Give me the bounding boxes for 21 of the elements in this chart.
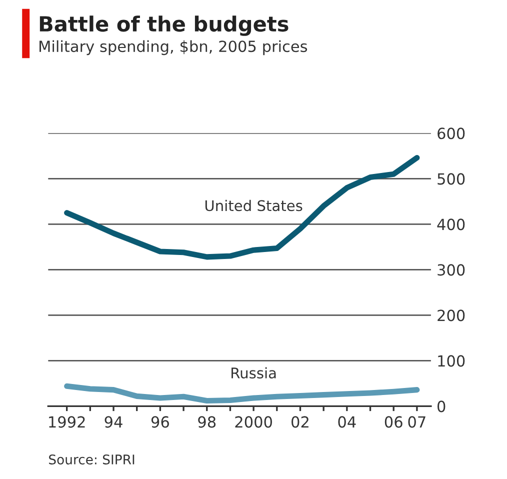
x-tick-label: 1992 <box>49 416 85 428</box>
y-tick-label: 100 <box>438 355 465 367</box>
x-tick-label: 06 <box>384 416 402 428</box>
x-tick-label: 98 <box>198 416 216 428</box>
x-tick-label: 94 <box>104 416 122 428</box>
series-label: United States <box>205 200 302 212</box>
x-tick-label: 96 <box>151 416 169 428</box>
x-tick-label: 02 <box>292 416 308 428</box>
y-tick-label: 400 <box>437 218 465 230</box>
chart-subtitle: Military spending, $bn, 2005 prices <box>40 40 308 56</box>
x-tick-label: 2000 <box>235 416 272 428</box>
y-tick-label: 600 <box>438 128 465 140</box>
series-label: Russia <box>232 367 276 379</box>
y-tick-label: 0 <box>438 400 446 412</box>
chart-title: Battle of the budgets <box>40 16 288 36</box>
y-tick-label: 500 <box>438 173 465 185</box>
x-tick-label: 07 <box>408 416 426 428</box>
y-tick-label: 200 <box>438 310 465 322</box>
source-note: Source: SIPRI <box>49 454 134 464</box>
y-tick-label: 300 <box>438 264 465 276</box>
x-tick-label: 04 <box>338 416 356 428</box>
